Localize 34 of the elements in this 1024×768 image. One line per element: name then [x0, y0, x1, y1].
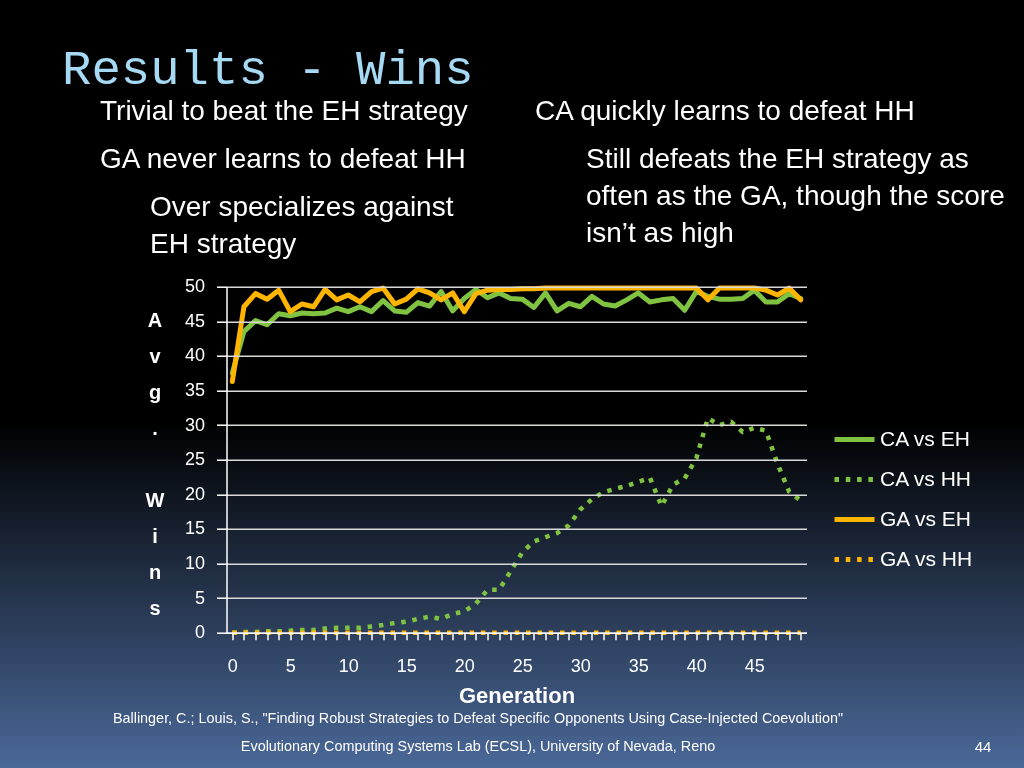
- x-tick-label: 45: [744, 656, 765, 677]
- x-tick-label: 40: [686, 656, 707, 677]
- y-tick-label: 35: [184, 380, 205, 400]
- y-tick-label: 45: [184, 310, 205, 331]
- y-tick-label: 15: [184, 518, 205, 539]
- legend-label: GA vs EH: [880, 506, 972, 530]
- x-tick-label: 25: [512, 656, 533, 677]
- text: Over specializes against EH strategy: [150, 190, 454, 259]
- text: Evolutionary Computing Systems Lab (ECSL), University of Nevada, Reno: [240, 737, 716, 754]
- text: GA never learns to defeat HH: [100, 142, 466, 174]
- y-tick-label: 10: [184, 553, 205, 573]
- y-tick-label: 50: [184, 276, 205, 297]
- x-tick-label: 15: [396, 656, 417, 677]
- x-tick-label: 10: [338, 656, 359, 677]
- y-tick-label: 40: [184, 345, 205, 366]
- legend-label: CA vs EH: [880, 426, 970, 450]
- y-tick-label: 25: [184, 449, 205, 470]
- text: CA quickly learns to defeat HH: [535, 94, 915, 126]
- x-axis-title: Generation: [458, 683, 576, 709]
- text: 44: [974, 737, 992, 755]
- y-tick-label: 0: [194, 622, 205, 643]
- x-tick-label: 5: [285, 656, 296, 677]
- y-tick-label: 5: [194, 587, 205, 608]
- y-tick-label: 20: [184, 483, 205, 504]
- x-tick-label: 20: [454, 656, 475, 677]
- text: Still defeats the EH strategy as often as the GA, though the score isn’t as high: [586, 142, 1005, 248]
- x-tick-label: 30: [570, 656, 591, 677]
- y-tick-label: 30: [184, 414, 205, 435]
- x-tick-label: 0: [227, 656, 238, 677]
- x-tick-label: 35: [628, 656, 649, 677]
- text: Avg. Wins: [145, 309, 165, 619]
- legend-label: CA vs HH: [880, 466, 972, 490]
- legend-label: GA vs HH: [880, 546, 973, 570]
- text: Ballinger, C.; Louis, S., "Finding Robust Strategies to Defeat Specific Opponents Using Case-Injected Coevolution": [112, 709, 844, 726]
